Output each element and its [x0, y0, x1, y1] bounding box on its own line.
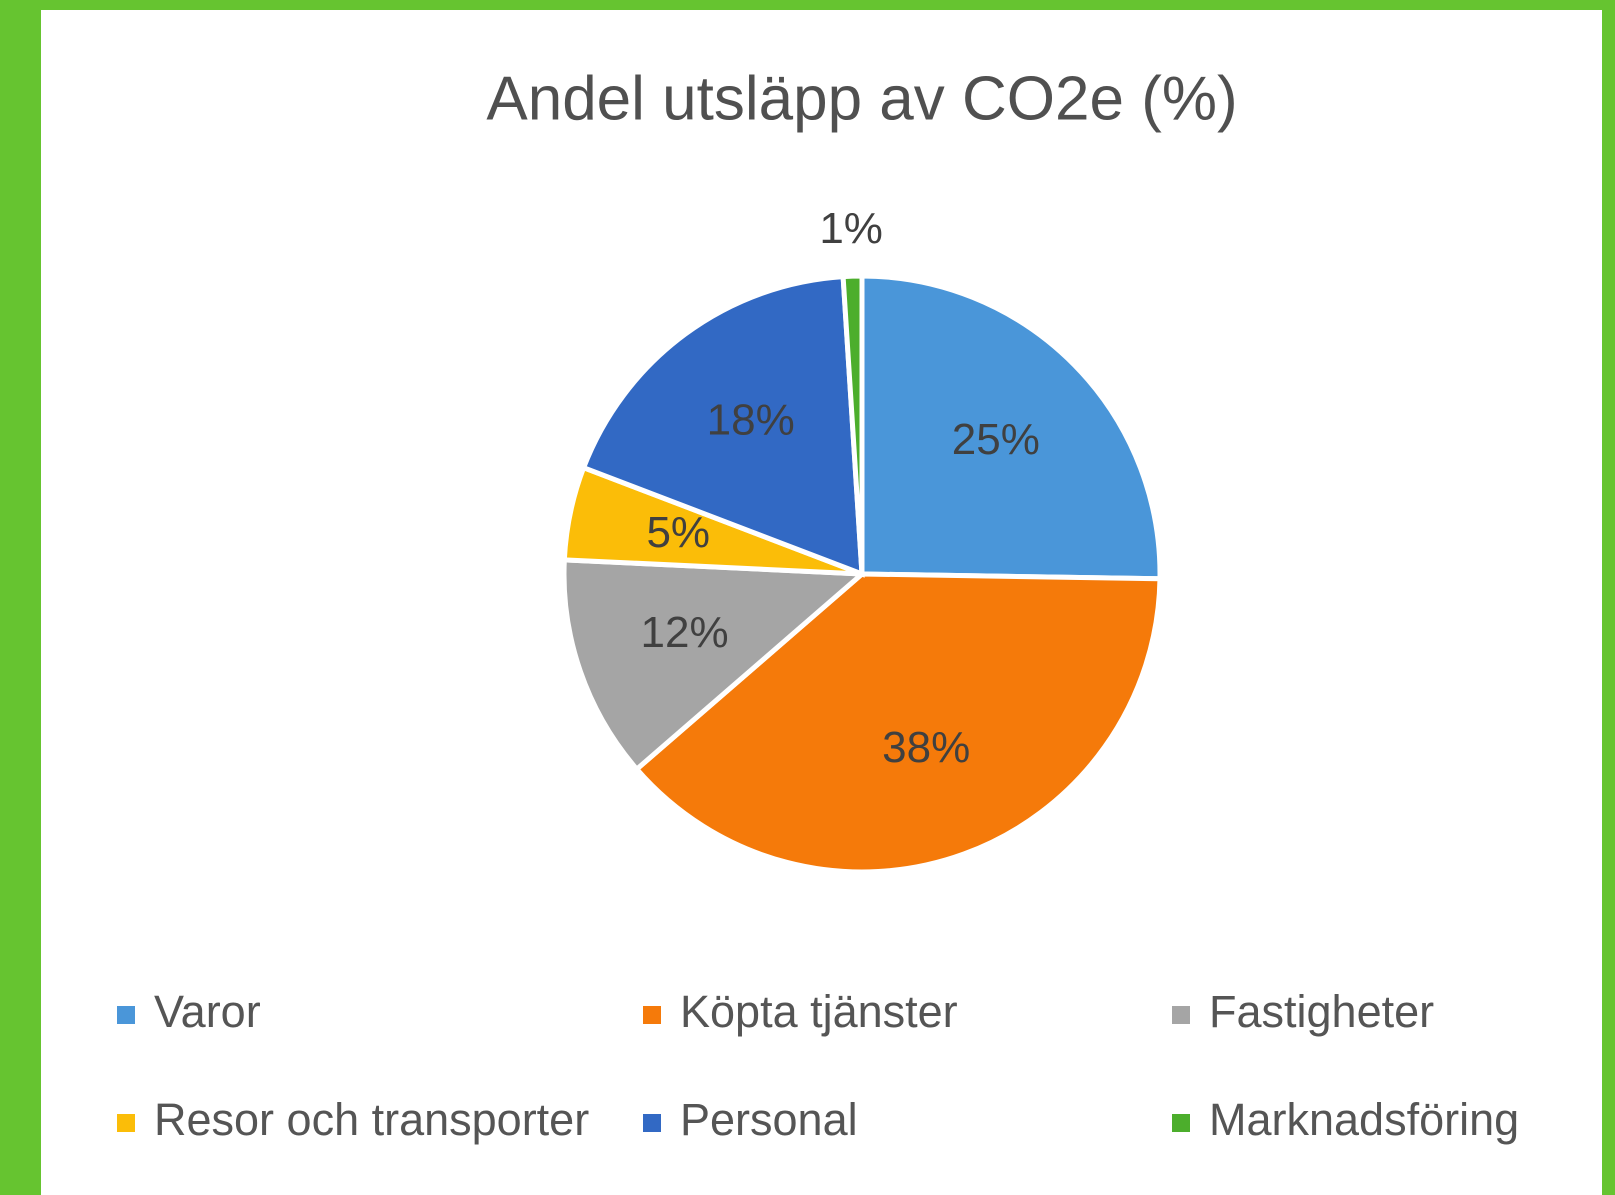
- legend-label: Marknadsföring: [1209, 1094, 1519, 1145]
- legend-marker: [1172, 1006, 1190, 1024]
- legend-label: Varor: [154, 986, 261, 1037]
- pie-slice: [859, 273, 1163, 582]
- data-label: 25%: [952, 415, 1040, 464]
- legend-marker: [643, 1006, 661, 1024]
- legend-label: Resor och transporter: [154, 1094, 589, 1145]
- data-label: 5%: [646, 508, 710, 557]
- legend-label: Personal: [680, 1094, 858, 1145]
- chart-title: Andel utsläpp av CO2e (%): [486, 64, 1237, 133]
- data-label: 18%: [707, 395, 795, 444]
- legend-marker: [117, 1006, 135, 1024]
- pie-slice: [840, 273, 865, 575]
- pie-slice: [633, 571, 1163, 875]
- legend-label: Fastigheter: [1209, 986, 1434, 1037]
- data-label: 38%: [882, 723, 970, 772]
- data-label: 12%: [641, 608, 729, 657]
- pie-slice: [561, 557, 869, 773]
- legend-label: Köpta tjänster: [680, 986, 958, 1037]
- legend-marker: [1172, 1114, 1190, 1132]
- legend-marker: [117, 1114, 135, 1132]
- legend-marker: [643, 1114, 661, 1132]
- pie-slice: [580, 273, 865, 578]
- data-label: 1%: [819, 204, 883, 253]
